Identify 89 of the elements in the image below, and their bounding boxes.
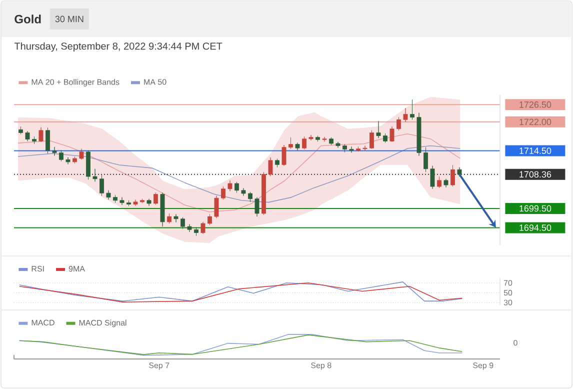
candlestick bbox=[194, 227, 198, 236]
text: 0 bbox=[514, 340, 518, 346]
candlestick bbox=[349, 146, 354, 153]
candlestick bbox=[79, 148, 84, 160]
candlestick bbox=[275, 158, 280, 168]
y-tick-label: 1726.50 bbox=[520, 101, 552, 108]
candlestick bbox=[160, 192, 165, 227]
y-tick-label: 1708.36 bbox=[520, 171, 552, 178]
candlestick bbox=[376, 120, 381, 138]
candlestick bbox=[126, 200, 131, 206]
x-tick-label: Sep 7 bbox=[149, 362, 170, 370]
line-series bbox=[18, 145, 461, 203]
candlestick bbox=[336, 142, 340, 148]
candlestick bbox=[214, 196, 219, 218]
candlestick bbox=[356, 146, 360, 152]
candlestick bbox=[120, 197, 124, 206]
y-tick-label: 30 bbox=[504, 300, 512, 306]
candlestick bbox=[396, 117, 401, 131]
candlestick bbox=[450, 164, 455, 187]
candlestick bbox=[329, 137, 334, 146]
candlestick bbox=[86, 150, 90, 180]
candlestick bbox=[221, 186, 226, 200]
candlestick bbox=[288, 137, 293, 150]
y-tick-label: 1722.00 bbox=[520, 118, 552, 126]
candlestick bbox=[72, 156, 77, 164]
candlestick bbox=[146, 198, 152, 206]
candlestick bbox=[187, 224, 192, 232]
candlestick bbox=[66, 157, 70, 164]
candlestick bbox=[92, 168, 98, 182]
text: Thursday, September 8, 2022 9:34:44 PM CET bbox=[14, 42, 222, 52]
candlestick bbox=[113, 194, 118, 203]
candlestick bbox=[416, 112, 422, 156]
legend-label: 9MA bbox=[68, 266, 85, 272]
candlestick bbox=[390, 126, 394, 142]
x-tick-label: Sep 9 bbox=[473, 362, 494, 370]
candlestick bbox=[254, 197, 260, 217]
y-tick-label: 1714.50 bbox=[520, 148, 552, 154]
candlestick bbox=[268, 157, 273, 176]
candlestick bbox=[322, 136, 327, 142]
candlestick bbox=[200, 222, 206, 234]
candlestick bbox=[295, 142, 300, 151]
candlestick bbox=[208, 214, 212, 226]
candlestick bbox=[154, 192, 158, 205]
legend-label: MACD Signal bbox=[79, 320, 126, 328]
candlestick bbox=[140, 198, 144, 204]
candlestick bbox=[100, 174, 104, 196]
candlestick bbox=[234, 182, 239, 193]
candlestick bbox=[46, 127, 50, 154]
candlestick bbox=[410, 99, 414, 120]
chart-subtitle: 30 MIN bbox=[55, 16, 84, 22]
legend-label: MACD bbox=[32, 320, 54, 326]
candlestick bbox=[59, 150, 64, 162]
candlestick bbox=[248, 192, 252, 202]
candlestick bbox=[342, 144, 347, 153]
y-tick-label: 1694.50 bbox=[520, 224, 552, 231]
candlestick bbox=[282, 144, 286, 166]
candlestick bbox=[302, 136, 306, 150]
candlestick bbox=[106, 190, 111, 200]
candlestick bbox=[228, 180, 232, 192]
candlestick bbox=[38, 127, 44, 142]
chart-title: Gold bbox=[14, 14, 41, 24]
candlestick bbox=[262, 172, 266, 216]
y-tick-label: 1699.50 bbox=[520, 205, 552, 212]
candlestick bbox=[174, 214, 178, 223]
candlestick bbox=[403, 108, 408, 122]
y-tick-label: 70 bbox=[504, 280, 512, 286]
candlestick bbox=[32, 136, 36, 144]
candlestick bbox=[424, 147, 428, 172]
candlestick bbox=[133, 199, 138, 206]
candlestick bbox=[362, 146, 368, 151]
candlestick bbox=[18, 126, 23, 134]
legend-label: RSI bbox=[32, 266, 44, 272]
legend-label: MA 50 bbox=[144, 79, 166, 85]
candlestick bbox=[167, 213, 172, 224]
legend-label: MA 20 + Bollinger Bands bbox=[32, 78, 120, 86]
candlestick bbox=[52, 146, 57, 156]
candlestick bbox=[241, 188, 246, 196]
x-tick-label: Sep 8 bbox=[311, 362, 332, 370]
candlestick bbox=[457, 167, 462, 177]
y-tick-label: 50 bbox=[504, 290, 512, 296]
candlestick bbox=[316, 136, 320, 142]
candlestick bbox=[180, 217, 185, 230]
candlestick bbox=[383, 133, 388, 143]
candlestick bbox=[308, 134, 314, 141]
candlestick bbox=[25, 130, 30, 142]
candlestick bbox=[430, 166, 435, 190]
candlestick bbox=[370, 130, 374, 150]
candlestick bbox=[437, 176, 442, 188]
candlestick bbox=[444, 178, 448, 188]
